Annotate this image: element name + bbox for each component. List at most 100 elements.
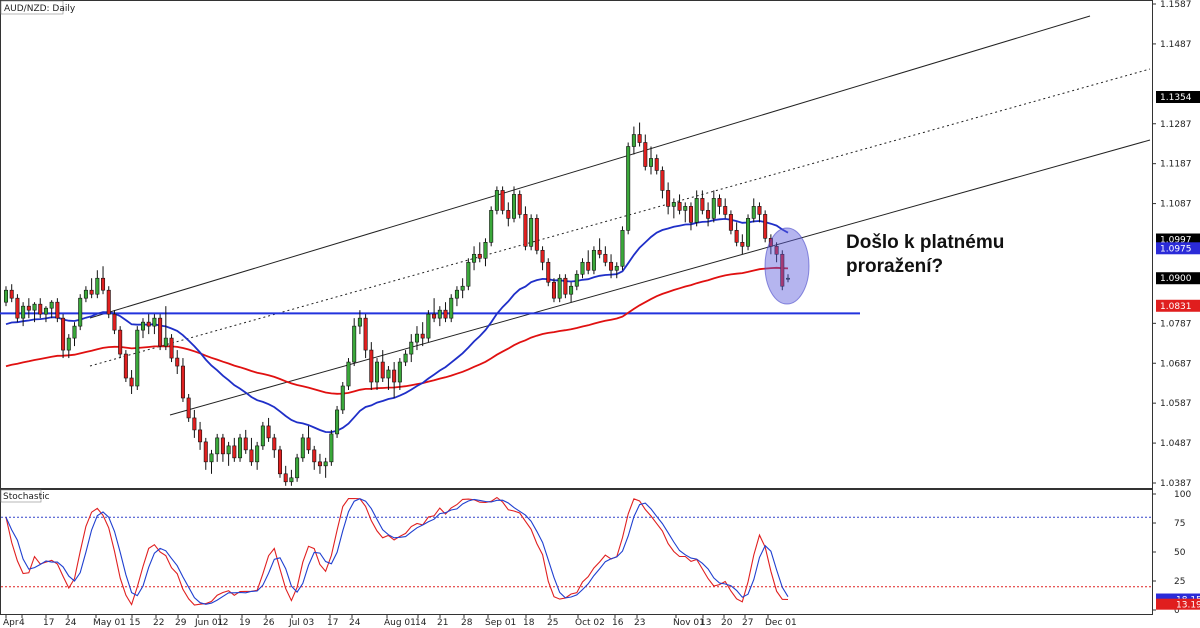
channel-upper-line[interactable] (89, 15, 1091, 319)
candle-body (38, 303, 43, 315)
candle (403, 350, 408, 367)
candle-body (557, 277, 562, 299)
candle-body (574, 273, 579, 287)
candle (763, 210, 768, 243)
candle (683, 202, 688, 223)
candle (112, 310, 117, 335)
date-tick-label: 23 (634, 618, 645, 628)
stochastic-value-label: 13.19 (1156, 598, 1200, 611)
date-tick-label: 24 (349, 618, 361, 628)
candle-body (72, 325, 77, 339)
candle-body (660, 170, 665, 191)
candle (38, 298, 43, 319)
candle-body (357, 317, 362, 327)
candle-body (688, 206, 693, 223)
candle (460, 278, 465, 299)
candle (768, 234, 773, 255)
candle (483, 238, 488, 267)
candle-body (523, 214, 528, 247)
candle-body (158, 317, 163, 347)
candle-body (249, 449, 254, 463)
candle (569, 282, 574, 303)
candle (734, 222, 739, 247)
candle (346, 358, 351, 390)
candle-body (220, 437, 225, 455)
candle (317, 453, 322, 474)
date-tick-label: 27 (742, 618, 753, 628)
stochastic-tick-label: 0 (1174, 606, 1180, 616)
candle-body (346, 361, 351, 387)
candle (437, 306, 442, 327)
candle-body (295, 457, 300, 479)
candle (494, 186, 499, 215)
candle-body (101, 277, 106, 291)
candle (255, 441, 260, 470)
candle-body (717, 198, 722, 207)
price-tick-label: 1.0787 (1160, 319, 1192, 329)
candle (454, 286, 459, 307)
date-tick-label: 12 (217, 618, 228, 628)
candle (477, 242, 482, 263)
price-label-box (1156, 242, 1200, 255)
candle-body (500, 190, 505, 211)
price-label: 1.1354 (1156, 91, 1200, 104)
candle (597, 238, 602, 259)
candle-body (637, 134, 642, 143)
candle-body (757, 206, 762, 215)
date-tick-label: Oct 02 (575, 618, 605, 628)
candle-body (375, 361, 380, 383)
candle-body (711, 198, 716, 219)
candle-body (694, 198, 699, 223)
candle (706, 202, 711, 227)
candle-body (260, 425, 265, 447)
candle-body (597, 249, 602, 255)
candle (785, 274, 790, 283)
candle (289, 469, 294, 486)
candle-body (243, 437, 248, 451)
price-label-text: 1.0997 (1160, 236, 1192, 246)
candle-body (534, 218, 539, 251)
candle-body (180, 365, 185, 399)
candle-body (140, 321, 145, 331)
candle (129, 370, 134, 394)
candle-body (135, 329, 140, 387)
candle-body (83, 289, 88, 299)
trend-channel[interactable] (89, 15, 1151, 416)
candle-body (728, 214, 733, 231)
candle (591, 246, 596, 275)
candle (472, 246, 477, 271)
candle (198, 421, 203, 450)
date-tick-label: Aug 01 (384, 618, 416, 628)
candle-body (626, 146, 631, 231)
candle-body (734, 230, 739, 243)
candle-body (118, 329, 123, 355)
date-tick-label: Sep 01 (485, 618, 516, 628)
candle-body (169, 337, 174, 359)
candle (369, 342, 374, 390)
channel-lower-line[interactable] (169, 139, 1151, 416)
candle-body (768, 238, 773, 247)
candle (717, 194, 722, 215)
candle-body (432, 313, 437, 319)
candle-body (409, 341, 414, 355)
candle-body (9, 289, 14, 299)
date-tick-label: 20 (721, 618, 733, 628)
candle (723, 198, 728, 219)
candle (540, 246, 545, 271)
candle-body (61, 317, 66, 351)
candle (163, 306, 168, 351)
candle (740, 234, 745, 255)
channel-mid-line[interactable] (89, 68, 1151, 367)
candle (335, 405, 340, 438)
candle-body (175, 357, 180, 367)
candle (209, 449, 214, 474)
candle-body (603, 253, 608, 263)
candle (489, 206, 494, 247)
candle-body (723, 206, 728, 215)
candle-body (380, 361, 385, 379)
candle (26, 298, 31, 319)
candle-body (529, 218, 534, 247)
price-label: 1.0900 (1156, 272, 1200, 285)
date-tick-label: Dec 01 (765, 618, 797, 628)
